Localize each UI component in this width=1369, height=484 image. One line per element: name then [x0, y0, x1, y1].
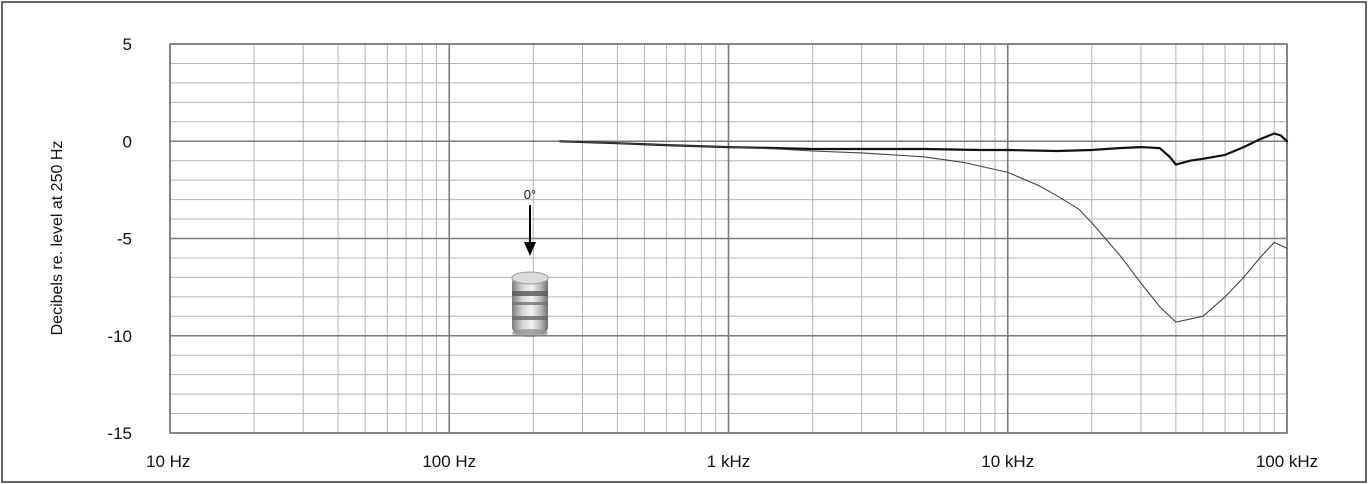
y-tick-labels: 5 0 -5 -10 -15 — [107, 35, 132, 443]
y-tick-label: 0 — [123, 132, 132, 151]
x-tick-label: 100 Hz — [422, 452, 476, 471]
mic-annotation: 0° — [511, 187, 549, 337]
x-tick-label: 10 kHz — [981, 452, 1034, 471]
y-tick-label: -10 — [107, 327, 132, 346]
x-tick-label: 10 Hz — [146, 452, 190, 471]
series-line-1 — [559, 132, 1289, 166]
series-layer — [559, 132, 1289, 323]
annotation-arrow-head — [524, 242, 536, 256]
series-line-2 — [559, 140, 1288, 323]
y-tick-label: -5 — [117, 230, 132, 249]
y-tick-label: 5 — [123, 35, 132, 54]
y-axis-label: Decibels re. level at 250 Hz — [49, 141, 66, 336]
microphone-capsule-icon — [511, 271, 549, 337]
plot-border — [169, 43, 1288, 434]
x-tick-labels: 10 Hz 100 Hz 1 kHz 10 kHz 100 kHz — [146, 452, 1318, 471]
annotation-angle-label: 0° — [524, 187, 536, 202]
x-tick-label: 1 kHz — [707, 452, 750, 471]
x-tick-label: 100 kHz — [1256, 452, 1318, 471]
y-tick-label: -15 — [107, 424, 132, 443]
